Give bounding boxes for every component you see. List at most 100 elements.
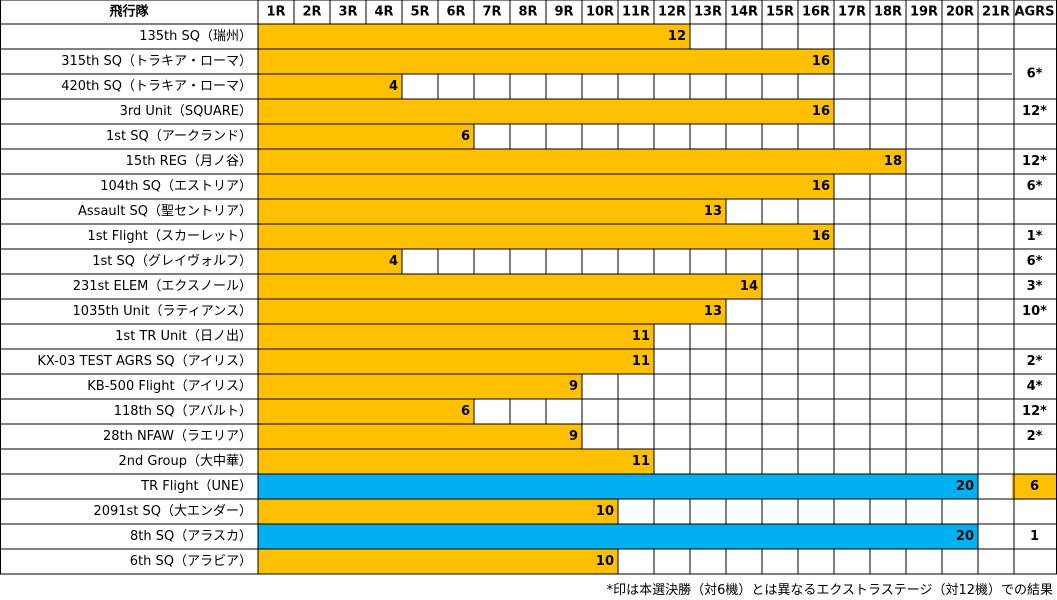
bar <box>258 474 978 499</box>
header-round: 5R <box>410 5 429 20</box>
bar-value: 6 <box>461 129 470 144</box>
header-round: 1R <box>266 5 285 20</box>
agrs-value: 1* <box>1027 229 1043 244</box>
bar-value: 10 <box>596 554 614 569</box>
header-round: 2R <box>302 5 321 20</box>
squadron-name: 231st ELEM（エクスノール） <box>73 279 252 294</box>
agrs-value: 12* <box>1022 154 1047 169</box>
header-round: 9R <box>554 5 573 20</box>
squadron-name: 1st SQ（アークランド） <box>106 129 252 144</box>
results-table: 飛行隊 1R 2R 3R 4R 5R 6R 7R 8R 9R 10R 11R 12R 13R 14R 15R 1… <box>0 0 1057 575</box>
header-round: 12R <box>658 5 686 20</box>
header-round: 19R <box>910 5 938 20</box>
squadron-name: 15th REG（月ノ谷） <box>126 154 252 169</box>
bar-value: 16 <box>812 179 830 194</box>
squadron-name: TR Flight（UNE） <box>140 479 252 494</box>
squadron-name: 2091st SQ（大エンダー） <box>93 504 252 519</box>
bar-value: 11 <box>632 454 650 469</box>
bar-value: 12 <box>668 29 686 44</box>
bar-value: 11 <box>632 329 650 344</box>
bar-value: 14 <box>740 279 758 294</box>
squadron-name: 104th SQ（エストリア） <box>100 179 252 194</box>
bar-value: 20 <box>956 479 974 494</box>
bar <box>258 224 834 249</box>
bar-value: 16 <box>812 229 830 244</box>
header-round: 14R <box>730 5 758 20</box>
header-round: 11R <box>622 5 650 20</box>
header-round: 10R <box>586 5 614 20</box>
agrs-value: 6* <box>1027 254 1043 269</box>
bar-value: 20 <box>956 529 974 544</box>
bar-value: 11 <box>632 354 650 369</box>
bar-value: 16 <box>812 104 830 119</box>
bar <box>258 249 402 274</box>
footnote-row: *印は本選決勝（対6機）とは異なるエクストラステージ（対12機）での結果 <box>0 575 1057 600</box>
squadron-name: 28th NFAW（ラエリア） <box>103 429 252 444</box>
agrs-value: 6* <box>1027 67 1043 82</box>
bar-value: 9 <box>569 379 578 394</box>
bar-value: 18 <box>884 154 902 169</box>
agrs-value: 3* <box>1027 279 1043 294</box>
header-round: 13R <box>694 5 722 20</box>
bar <box>258 324 654 349</box>
bar <box>258 374 582 399</box>
bar <box>258 349 654 374</box>
bar <box>258 424 582 449</box>
squadron-name: 2nd Group（大中華） <box>119 454 252 469</box>
bar-value: 6 <box>461 404 470 419</box>
squadron-name: KB-500 Flight（アイリス） <box>87 379 252 394</box>
squadron-name: 6th SQ（アラビア） <box>130 554 252 569</box>
header-squadron: 飛行隊 <box>108 4 149 20</box>
squadron-name: 1035th Unit（ラティアンス） <box>73 304 252 319</box>
header-round: 15R <box>766 5 794 20</box>
bar <box>258 549 618 574</box>
bar <box>258 299 726 324</box>
squadron-name: 1st TR Unit（日ノ出） <box>115 329 252 344</box>
header-round: 17R <box>838 5 866 20</box>
bar-value: 16 <box>812 54 830 69</box>
header-agrs: AGRS <box>1014 5 1054 20</box>
bar-value: 9 <box>569 429 578 444</box>
agrs-value: 6 <box>1030 479 1039 494</box>
agrs-value: 1 <box>1030 529 1039 544</box>
header-round: 7R <box>482 5 501 20</box>
footnote: *印は本選決勝（対6機）とは異なるエクストラステージ（対12機）での結果 <box>606 583 1053 598</box>
agrs-highlight <box>1012 474 1057 499</box>
squadron-name: 118th SQ（アバルト） <box>114 404 252 419</box>
bar-value: 13 <box>704 204 722 219</box>
squadron-name: 1st SQ（グレイヴォルフ） <box>92 253 252 269</box>
squadron-name: Assault SQ（聖セントリア） <box>78 204 252 219</box>
squadron-name: KX-03 TEST AGRS SQ（アイリス） <box>37 354 252 369</box>
bar <box>258 199 726 224</box>
agrs-value: 2* <box>1027 429 1043 444</box>
agrs-value: 6* <box>1027 179 1043 194</box>
squadron-name: 135th SQ（瑞州） <box>139 29 252 44</box>
bar <box>258 274 762 299</box>
bar-value: 4 <box>389 79 398 94</box>
agrs-value: 4* <box>1027 379 1043 394</box>
header-round: 16R <box>802 5 830 20</box>
bar <box>258 499 618 524</box>
agrs-value: 12* <box>1022 104 1047 119</box>
bar <box>258 99 834 124</box>
squadron-name: 1st Flight（スカーレット） <box>87 229 252 244</box>
header-round: 3R <box>338 5 357 20</box>
bar <box>258 49 834 74</box>
header-round: 20R <box>946 5 974 20</box>
squadron-name: 3rd Unit（SQUARE） <box>120 104 252 119</box>
header-round: 4R <box>374 5 393 20</box>
bar <box>258 524 978 549</box>
bar-value: 4 <box>389 254 398 269</box>
header-round: 8R <box>518 5 537 20</box>
squadron-name: 315th SQ（トラキア・ローマ） <box>61 54 252 69</box>
agrs-value: 2* <box>1027 354 1043 369</box>
bar <box>258 149 906 174</box>
header-round: 21R <box>982 5 1010 20</box>
bar <box>258 399 474 424</box>
header-round: 6R <box>446 5 465 20</box>
bar <box>258 449 654 474</box>
bar <box>258 174 834 199</box>
agrs-value: 10* <box>1022 304 1047 319</box>
bar-value: 10 <box>596 504 614 519</box>
squadron-name: 420th SQ（トラキア・ローマ） <box>61 79 252 94</box>
